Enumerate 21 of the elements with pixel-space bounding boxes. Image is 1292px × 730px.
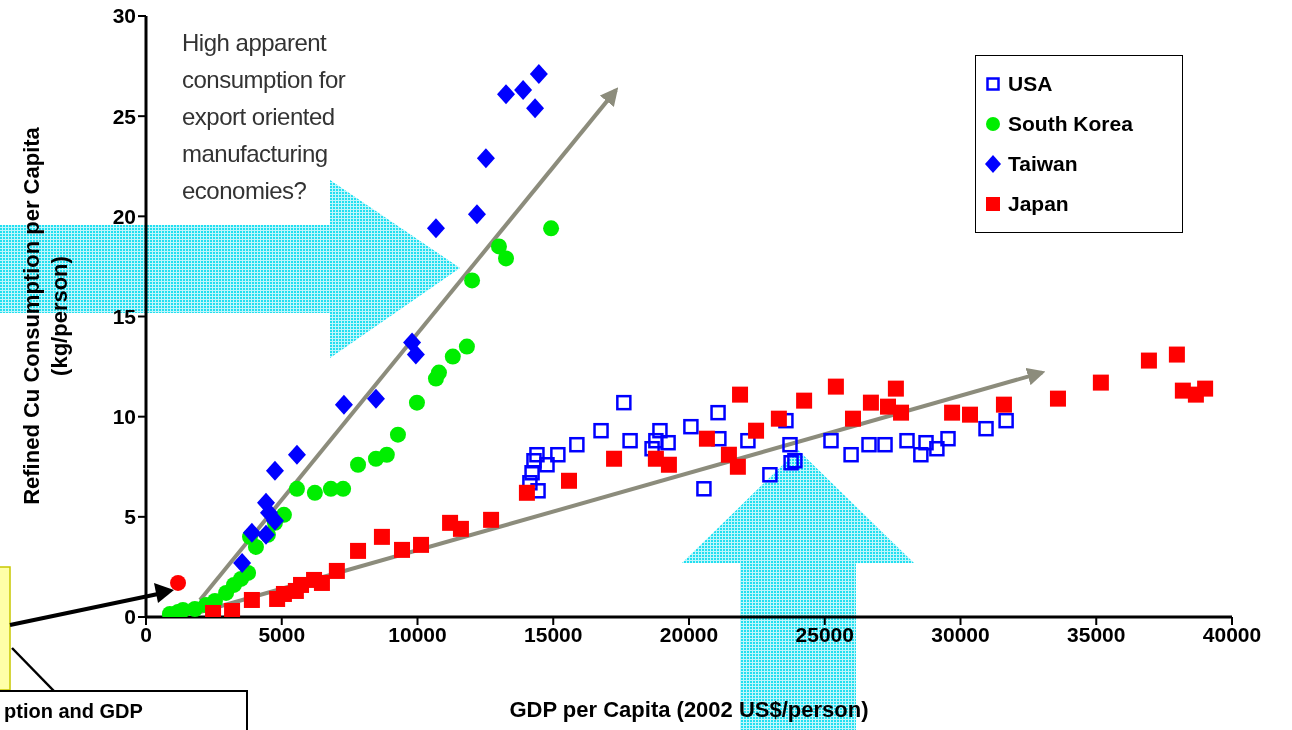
text: ption and GDP <box>4 700 143 723</box>
x-tick-label: 40000 <box>1202 622 1262 646</box>
legend-label: Taiwan <box>1007 151 1079 177</box>
y-tick-label: 10 <box>112 405 136 429</box>
x-tick-label: 10000 <box>388 622 447 646</box>
y-tick-label: 25 <box>112 104 137 128</box>
legend-label: South Korea <box>1007 111 1134 137</box>
y-tick-label: 30 <box>112 4 136 28</box>
x-tick-label: 15000 <box>524 622 583 646</box>
y-axis-title: Refined Cu Consumption per Capita (kg/person) <box>18 127 73 505</box>
annotation: High apparent consumption for export oriented manufacturing economies? <box>182 28 346 206</box>
y-tick-label: 20 <box>112 204 136 228</box>
x-tick-label: 30000 <box>931 622 990 646</box>
legend-label: Japan <box>1007 191 1070 217</box>
x-tick-label: 0 <box>140 622 152 646</box>
x-tick-label: 35000 <box>1067 622 1126 646</box>
y-tick-label: 5 <box>124 505 137 529</box>
legend-label: USA <box>1007 71 1054 97</box>
x-tick-label: 20000 <box>659 622 719 646</box>
x-tick-label: 5000 <box>258 622 306 646</box>
y-tick-label: 0 <box>124 605 136 629</box>
